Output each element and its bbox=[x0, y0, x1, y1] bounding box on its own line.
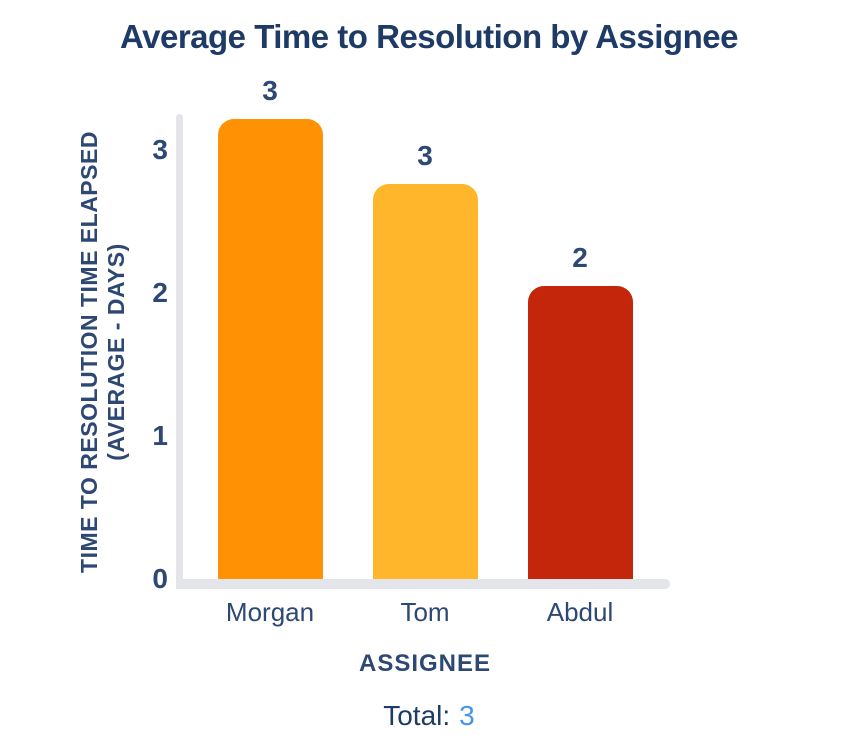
y-axis-line bbox=[176, 114, 183, 589]
bar-abdul[interactable] bbox=[527, 286, 633, 579]
x-tick-label: Abdul bbox=[546, 597, 614, 627]
bar-value-label: 2 bbox=[572, 242, 588, 273]
total-label: Total: bbox=[383, 700, 451, 731]
total-summary: Total: 3 bbox=[0, 700, 858, 732]
bar-value-label: 3 bbox=[262, 75, 278, 106]
y-tick-label: 2 bbox=[152, 277, 168, 308]
x-axis-line bbox=[176, 579, 670, 589]
y-axis-title: TIME TO RESOLUTION TIME ELAPSED (AVERAGE… bbox=[76, 131, 130, 573]
total-value[interactable]: 3 bbox=[459, 700, 475, 731]
bar-tom[interactable] bbox=[372, 184, 478, 579]
bar-value-label: 3 bbox=[417, 140, 433, 171]
chart-title: Average Time to Resolution by Assignee bbox=[120, 18, 738, 55]
y-tick-label: 0 bbox=[152, 563, 168, 594]
x-axis-title: ASSIGNEE bbox=[358, 650, 492, 677]
y-axis-title-line1: TIME TO RESOLUTION TIME ELAPSED bbox=[76, 131, 102, 573]
bar-morgan[interactable] bbox=[217, 119, 323, 579]
y-axis-title-line2: (AVERAGE - DAYS) bbox=[103, 243, 129, 461]
y-tick-label: 3 bbox=[152, 134, 168, 165]
x-tick-label: Morgan bbox=[225, 597, 315, 627]
x-tick-label: Tom bbox=[400, 597, 450, 627]
y-tick-label: 1 bbox=[152, 420, 168, 451]
